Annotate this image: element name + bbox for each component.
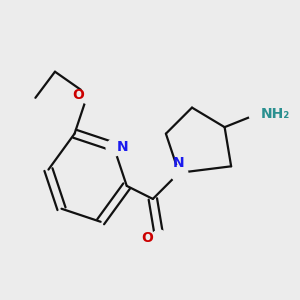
Text: O: O	[141, 231, 153, 245]
Text: N: N	[117, 140, 129, 154]
Text: O: O	[73, 88, 84, 101]
Text: NH₂: NH₂	[260, 107, 290, 121]
Text: N: N	[173, 156, 185, 170]
